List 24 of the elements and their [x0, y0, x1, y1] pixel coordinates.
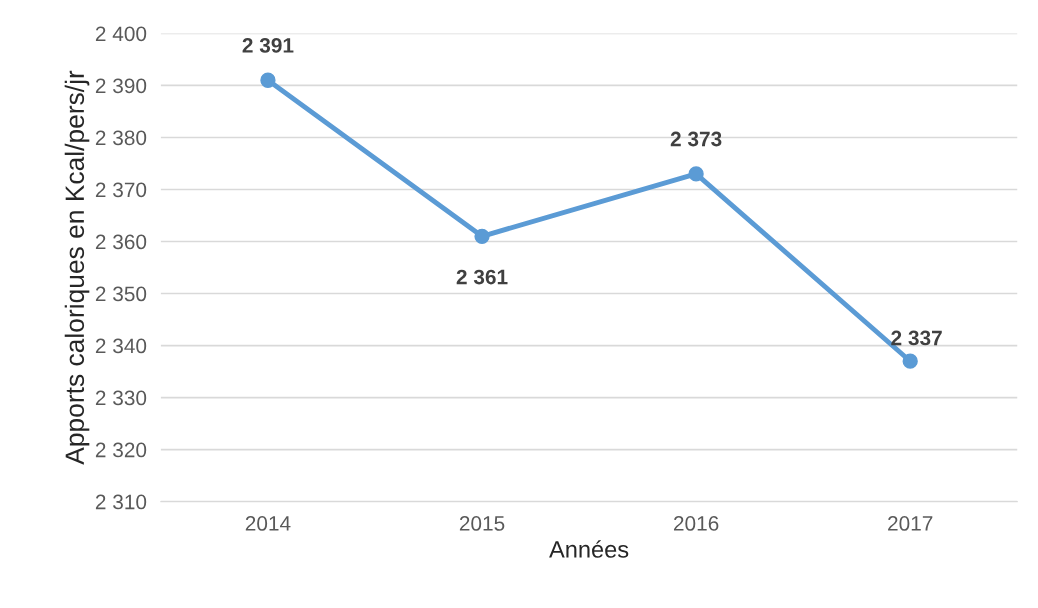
y-tick-label: 2 380 — [95, 130, 147, 146]
data-label: 2 361 — [456, 269, 508, 285]
data-label: 2 373 — [670, 131, 722, 147]
x-tick-label: 2014 — [245, 516, 291, 531]
y-tick-label: 2 400 — [95, 26, 147, 42]
y-tick-label: 2 390 — [95, 78, 147, 94]
y-tick-label: 2 350 — [95, 286, 147, 302]
y-tick-label: 2 330 — [95, 390, 147, 406]
y-tick-label: 2 320 — [95, 442, 147, 458]
y-tick-label: 2 360 — [95, 234, 147, 250]
x-axis-title: Années — [549, 540, 629, 558]
y-tick-label: 2 340 — [95, 338, 147, 354]
y-tick-label: 2 310 — [95, 494, 147, 510]
point — [474, 228, 490, 244]
point — [902, 353, 918, 369]
x-tick-label: 2015 — [459, 516, 505, 531]
y-tick-label: 2 370 — [95, 182, 147, 198]
data-label: 2 391 — [242, 37, 294, 53]
point — [688, 166, 704, 182]
x-tick-label: 2017 — [888, 516, 933, 531]
data-label: 2 337 — [891, 330, 942, 346]
point — [260, 72, 276, 88]
x-tick-label: 2016 — [673, 516, 719, 531]
y-axis-title: Apports caloriques en Kcal/pers/jr — [64, 70, 90, 465]
